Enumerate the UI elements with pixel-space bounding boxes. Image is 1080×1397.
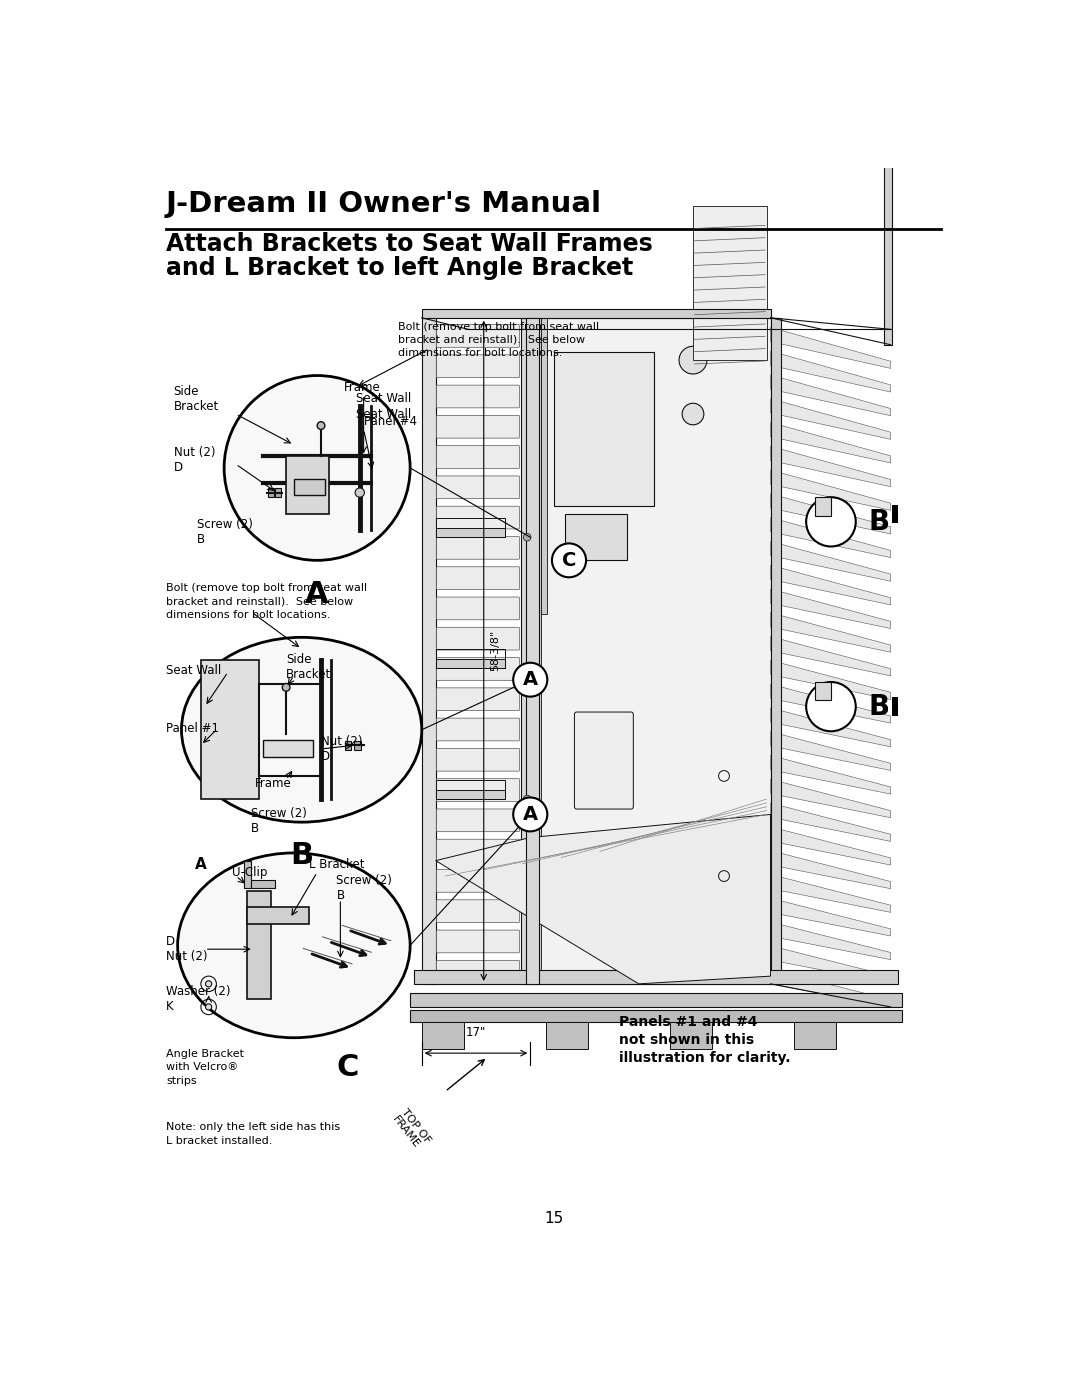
FancyBboxPatch shape — [436, 324, 519, 348]
Polygon shape — [770, 493, 891, 534]
Text: Angle Bracket
with Velcro®
strips: Angle Bracket with Velcro® strips — [166, 1049, 244, 1085]
Bar — [435, 518, 505, 538]
Polygon shape — [435, 814, 770, 983]
Circle shape — [552, 543, 586, 577]
Text: Note: only the left side has this
L bracket installed.: Note: only the left side has this L brac… — [166, 1122, 340, 1146]
FancyBboxPatch shape — [436, 778, 519, 802]
Circle shape — [513, 662, 548, 697]
Circle shape — [225, 376, 410, 560]
Text: TOP OF
FRAME: TOP OF FRAME — [391, 1106, 433, 1153]
Text: U-Clip: U-Clip — [232, 866, 267, 879]
Polygon shape — [770, 542, 891, 581]
Text: Screw (2)
B: Screw (2) B — [252, 806, 307, 835]
Text: Panel #4: Panel #4 — [364, 415, 417, 429]
Bar — [435, 659, 505, 668]
Polygon shape — [770, 827, 891, 865]
Bar — [670, 1023, 713, 1049]
Bar — [435, 780, 505, 799]
Bar — [815, 497, 831, 515]
Polygon shape — [770, 351, 891, 393]
Polygon shape — [770, 756, 891, 793]
FancyBboxPatch shape — [436, 930, 519, 953]
Bar — [354, 740, 361, 750]
Text: A: A — [523, 805, 538, 824]
Text: Side
Bracket: Side Bracket — [286, 652, 332, 680]
FancyBboxPatch shape — [436, 355, 519, 377]
Text: C: C — [562, 550, 577, 570]
Bar — [435, 789, 505, 799]
Circle shape — [205, 981, 212, 986]
Text: B: B — [868, 509, 890, 536]
Text: C: C — [337, 1053, 360, 1083]
Bar — [422, 309, 770, 317]
Polygon shape — [770, 803, 891, 841]
Bar — [530, 317, 541, 983]
Text: 58-3/8": 58-3/8" — [490, 630, 500, 671]
FancyBboxPatch shape — [436, 658, 519, 680]
Bar — [259, 683, 321, 775]
Bar — [268, 488, 273, 497]
FancyBboxPatch shape — [436, 415, 519, 439]
Bar — [545, 1023, 589, 1049]
FancyBboxPatch shape — [436, 446, 519, 468]
Bar — [693, 207, 767, 360]
Text: Seat Wall: Seat Wall — [166, 664, 221, 676]
Polygon shape — [770, 898, 891, 936]
Bar — [422, 317, 435, 983]
Polygon shape — [770, 780, 891, 817]
Text: Frame: Frame — [345, 380, 381, 394]
Polygon shape — [770, 922, 891, 960]
Text: Seat Wall: Seat Wall — [356, 408, 411, 420]
FancyBboxPatch shape — [436, 869, 519, 893]
FancyBboxPatch shape — [436, 627, 519, 650]
Polygon shape — [770, 661, 891, 700]
Bar — [892, 697, 899, 715]
Bar — [541, 317, 548, 615]
Polygon shape — [770, 946, 891, 983]
Text: A: A — [195, 856, 206, 872]
Text: D
Nut (2): D Nut (2) — [166, 935, 207, 963]
Polygon shape — [770, 518, 891, 557]
Text: A: A — [306, 580, 329, 609]
Circle shape — [524, 534, 531, 541]
Circle shape — [683, 404, 704, 425]
Polygon shape — [770, 851, 891, 888]
Text: Seat Wall: Seat Wall — [356, 393, 411, 405]
Polygon shape — [770, 590, 891, 629]
Bar — [294, 479, 325, 495]
Bar — [435, 648, 505, 668]
Bar — [247, 907, 309, 923]
Text: Frame: Frame — [255, 777, 292, 791]
Bar — [885, 0, 892, 345]
FancyBboxPatch shape — [436, 536, 519, 559]
FancyBboxPatch shape — [436, 718, 519, 740]
FancyBboxPatch shape — [575, 712, 633, 809]
Text: and L Bracket to left Angle Bracket: and L Bracket to left Angle Bracket — [166, 257, 633, 281]
FancyBboxPatch shape — [436, 809, 519, 831]
Circle shape — [205, 1004, 212, 1010]
Bar — [247, 891, 271, 999]
Polygon shape — [770, 970, 891, 1007]
Circle shape — [318, 422, 325, 429]
Bar — [410, 1010, 902, 1023]
Circle shape — [282, 683, 291, 692]
Text: Nut (2)
D: Nut (2) D — [174, 446, 215, 474]
FancyBboxPatch shape — [436, 386, 519, 408]
FancyBboxPatch shape — [436, 749, 519, 771]
Circle shape — [513, 798, 548, 831]
FancyBboxPatch shape — [436, 567, 519, 590]
Polygon shape — [770, 446, 891, 486]
Bar — [414, 970, 899, 983]
Text: J-Dream II Owner's Manual: J-Dream II Owner's Manual — [166, 190, 603, 218]
Bar — [275, 488, 282, 497]
Polygon shape — [770, 327, 891, 369]
Text: Washer (2)
K: Washer (2) K — [166, 985, 230, 1013]
Bar — [770, 317, 781, 983]
Polygon shape — [770, 566, 891, 605]
Circle shape — [806, 497, 855, 546]
Circle shape — [524, 665, 531, 672]
Bar — [435, 528, 505, 538]
Bar — [422, 1023, 464, 1049]
Text: A: A — [523, 671, 538, 689]
Bar — [243, 861, 252, 887]
